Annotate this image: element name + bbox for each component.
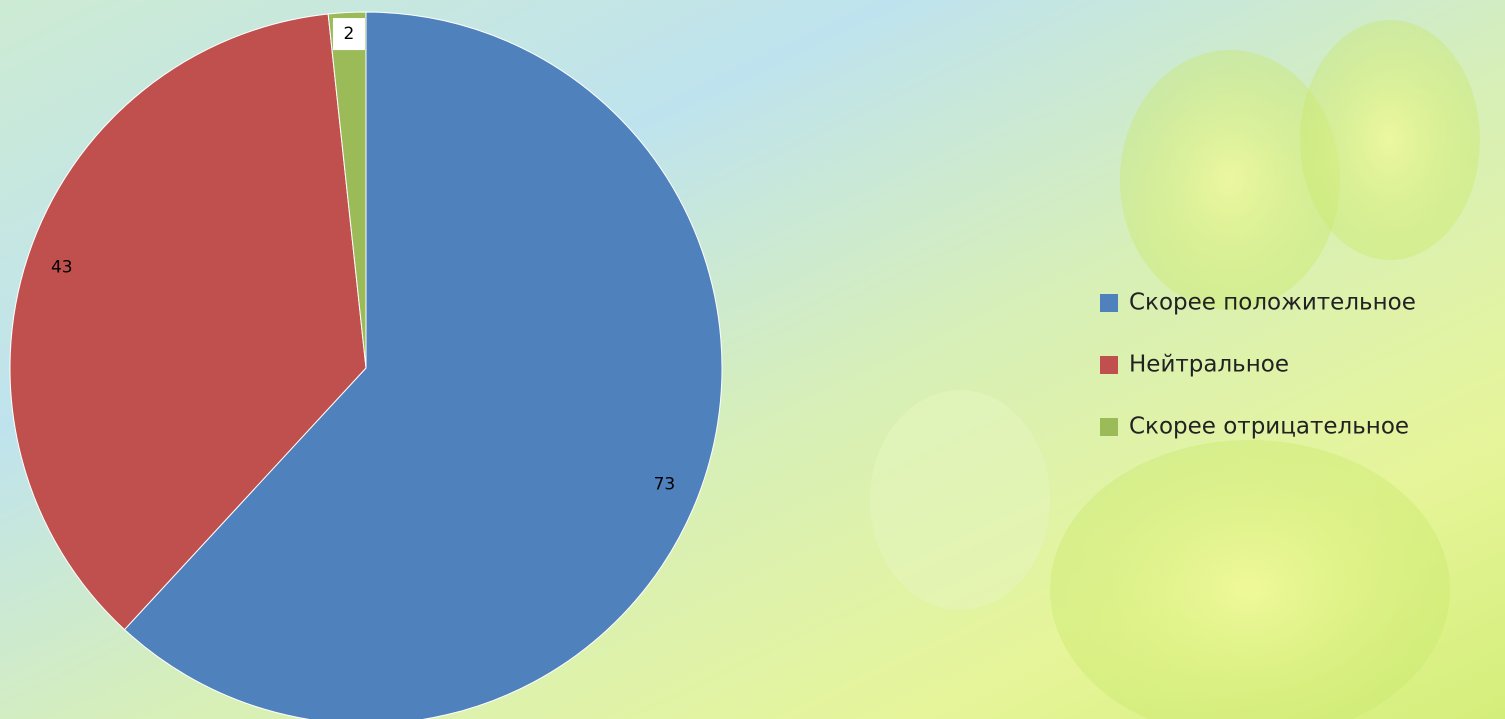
pie: 73 43 2: [9, 11, 723, 719]
data-label: 43: [51, 257, 73, 277]
legend-swatch: [1100, 294, 1118, 312]
legend-label: Нейтральное: [1129, 352, 1289, 378]
data-label-box: [332, 18, 365, 51]
legend-swatch: [1100, 356, 1118, 374]
pie-slice: [9, 13, 367, 631]
legend-swatch: [1100, 418, 1118, 436]
data-label: 73: [654, 475, 676, 495]
legend: Скорее положительное Нейтральное Скорее от…: [1100, 290, 1416, 440]
legend-label: Скорее отрицательное: [1129, 414, 1409, 440]
decor-leaf: [870, 390, 1050, 610]
pie-slice: [327, 11, 367, 369]
pie-slice: [123, 11, 723, 719]
decor-leaf: [1050, 440, 1450, 719]
decor-leaf: [1300, 20, 1480, 260]
legend-label: Скорее положительное: [1129, 290, 1416, 316]
decor-leaf: [1120, 50, 1340, 310]
data-label: 2: [344, 24, 355, 44]
